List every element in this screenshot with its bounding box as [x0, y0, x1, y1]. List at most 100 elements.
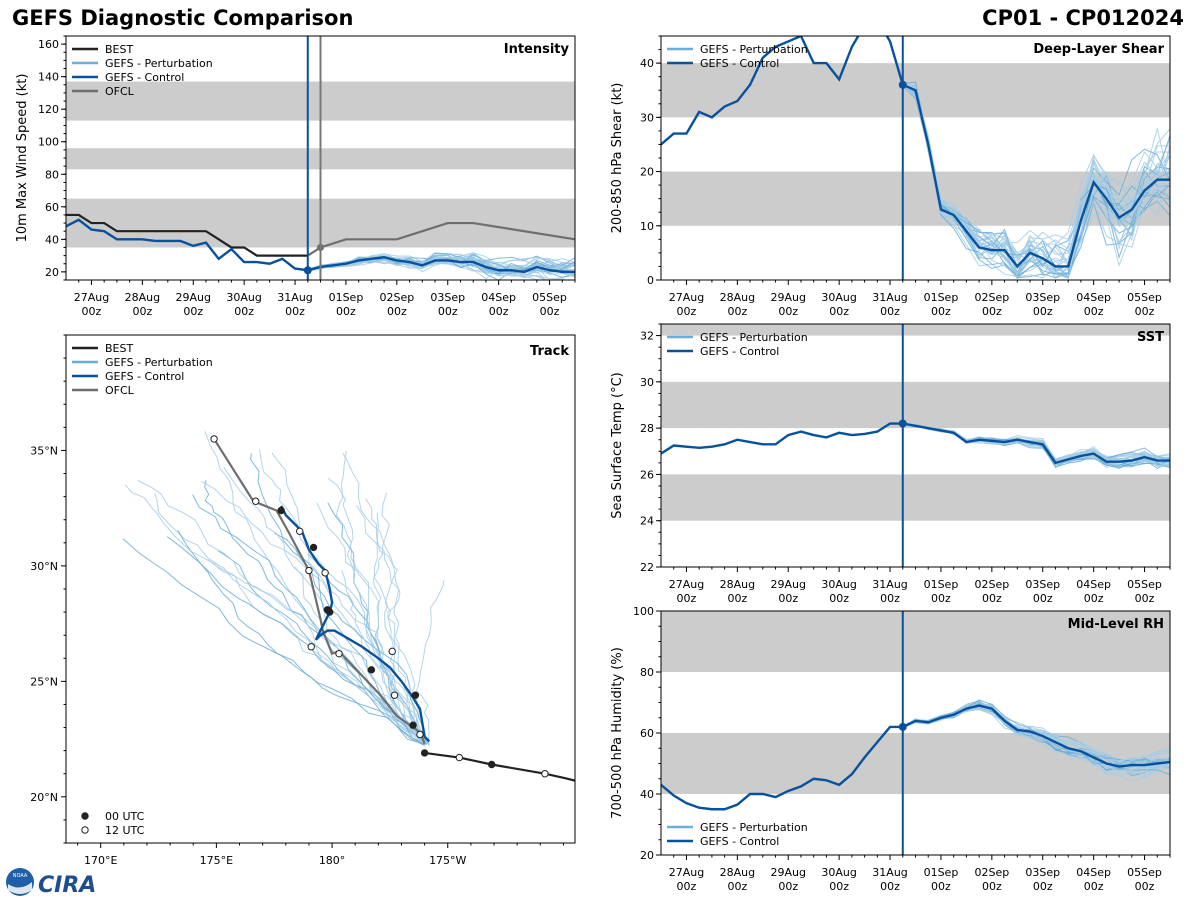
track-00utc-marker: [277, 506, 285, 515]
track-12utc-marker: [455, 753, 464, 762]
track-perturbation-line: [316, 502, 430, 743]
rh-x-tick-date: 04Sep: [1076, 866, 1111, 879]
shear-init-marker: [898, 80, 907, 89]
rh-band-1: [661, 611, 1170, 672]
intensity-x-tick-hour: 00z: [234, 305, 254, 318]
track-12utc-marker: [416, 730, 424, 739]
sst-band-2: [661, 324, 1170, 336]
track-perturbation-line: [294, 566, 427, 745]
rh-x-tick-hour: 00z: [982, 880, 1002, 893]
shear-x-tick-date: 03Sep: [1025, 291, 1060, 304]
rh-legend-label: GEFS - Control: [700, 835, 779, 848]
rh-y-axis-label: 700-500 hPa Humidity (%): [610, 647, 625, 819]
track-00utc-marker: [323, 606, 332, 614]
track-00utc-marker: [411, 691, 420, 699]
rh-x-tick-hour: 00z: [727, 880, 747, 893]
shear-legend-label: GEFS - Control: [700, 57, 779, 70]
shear-perturbation-line: [902, 86, 1170, 269]
rh-panel-title: Mid-Level RH: [1068, 617, 1164, 632]
intensity-y-tick-label: 40: [45, 233, 59, 246]
shear-x-tick-hour: 00z: [982, 305, 1002, 318]
shear-perturbation-line: [902, 85, 1170, 276]
intensity-legend-label: OFCL: [105, 85, 135, 98]
intensity-x-tick-hour: 00z: [540, 305, 560, 318]
intensity-x-tick-hour: 00z: [489, 305, 509, 318]
shear-perturbation-line: [902, 80, 1170, 261]
intensity-panel-title: Intensity: [504, 42, 570, 57]
rh-x-tick-date: 05Sep: [1127, 866, 1162, 879]
shear-y-tick-label: 40: [640, 57, 654, 70]
rh-x-tick-date: 01Sep: [924, 866, 959, 879]
track-perturbation-line: [307, 553, 430, 744]
shear-legend-label: GEFS - Perturbation: [700, 43, 808, 56]
rh-perturbation-line: [902, 703, 1170, 766]
intensity-y-tick-label: 60: [45, 201, 59, 214]
intensity-x-tick-hour: 00z: [183, 305, 203, 318]
intensity-x-tick-date: 05Sep: [532, 291, 567, 304]
track-perturbation-line: [327, 502, 430, 745]
sst-y-axis-label: Sea Surface Temp (°C): [610, 372, 625, 519]
track-12utc-marker: [541, 770, 549, 778]
sst-y-tick-label: 30: [640, 376, 654, 389]
shear-y-tick-label: 30: [640, 111, 654, 124]
sst-legend-label: GEFS - Control: [700, 345, 779, 358]
sst-x-tick-hour: 00z: [931, 592, 951, 605]
sst-x-tick-date: 04Sep: [1076, 578, 1111, 591]
sst-control-line: [661, 422, 1170, 465]
track-marker-legend-label: 12 UTC: [105, 824, 145, 837]
shear-x-tick-date: 04Sep: [1076, 291, 1111, 304]
track-perturbation-line: [208, 559, 430, 745]
shear-perturbation-line: [902, 84, 1170, 279]
intensity-x-tick-hour: 00z: [132, 305, 152, 318]
shear-panel-title: Deep-Layer Shear: [1033, 42, 1164, 57]
rh-y-tick-label: 60: [640, 727, 654, 740]
intensity-x-tick-date: 30Aug: [226, 291, 261, 304]
shear-x-tick-hour: 00z: [1135, 305, 1155, 318]
track-perturbation-line: [415, 580, 445, 746]
track-perturbation-line: [335, 451, 430, 745]
sst-x-tick-hour: 00z: [1033, 592, 1053, 605]
sst-band-1: [661, 381, 1170, 429]
track-perturbation-line: [177, 529, 425, 747]
rh-x-tick-date: 29Aug: [771, 866, 806, 879]
intensity-panel: 27Aug00z28Aug00z29Aug00z30Aug00z31Aug00z…: [15, 35, 576, 318]
shear-perturbation-line: [902, 85, 1170, 278]
intensity-x-tick-date: 01Sep: [329, 291, 364, 304]
intensity-x-tick-date: 29Aug: [176, 291, 211, 304]
track-x-tick-label: 175°W: [429, 854, 466, 867]
track-y-tick-label: 30°N: [30, 560, 58, 573]
track-12utc-marker: [295, 527, 304, 535]
shear-x-tick-hour: 00z: [1033, 305, 1053, 318]
track-12utc-marker: [307, 643, 315, 651]
shear-plot-area: [661, 36, 1170, 280]
intensity-y-tick-label: 160: [38, 38, 59, 51]
rh-x-tick-date: 28Aug: [720, 866, 755, 879]
sst-panel: 27Aug00z28Aug00z29Aug00z30Aug00z31Aug00z…: [610, 323, 1171, 605]
track-00utc-marker: [488, 760, 496, 769]
shear-x-tick-hour: 00z: [727, 305, 747, 318]
shear-control-line: [661, 36, 1170, 269]
intensity-legend-label: BEST: [105, 43, 133, 56]
rh-x-tick-hour: 00z: [1084, 880, 1104, 893]
sst-x-tick-hour: 00z: [982, 592, 1002, 605]
track-perturbation-line: [124, 484, 428, 746]
rh-x-tick-hour: 00z: [829, 880, 849, 893]
rh-x-tick-hour: 00z: [677, 880, 697, 893]
rh-x-tick-hour: 00z: [931, 880, 951, 893]
shear-x-tick-date: 29Aug: [771, 291, 806, 304]
sst-frame: [660, 323, 1171, 568]
sst-panel-title: SST: [1137, 330, 1164, 345]
track-perturbation-line: [341, 569, 426, 745]
track-12utc-marker: [335, 649, 343, 658]
intensity-x-tick-date: 28Aug: [125, 291, 160, 304]
page-title: GEFS Diagnostic Comparison: [12, 6, 354, 30]
sst-y-tick-label: 26: [640, 468, 654, 481]
shear-x-tick-hour: 00z: [880, 305, 900, 318]
intensity-x-tick-date: 27Aug: [74, 291, 109, 304]
sst-x-tick-date: 03Sep: [1025, 578, 1060, 591]
track-legend-label: GEFS - Control: [105, 370, 184, 383]
sst-x-tick-hour: 00z: [1084, 592, 1104, 605]
shear-perturbation-line: [902, 86, 1170, 276]
sst-x-tick-date: 28Aug: [720, 578, 755, 591]
shear-perturbation-line: [902, 86, 1170, 275]
